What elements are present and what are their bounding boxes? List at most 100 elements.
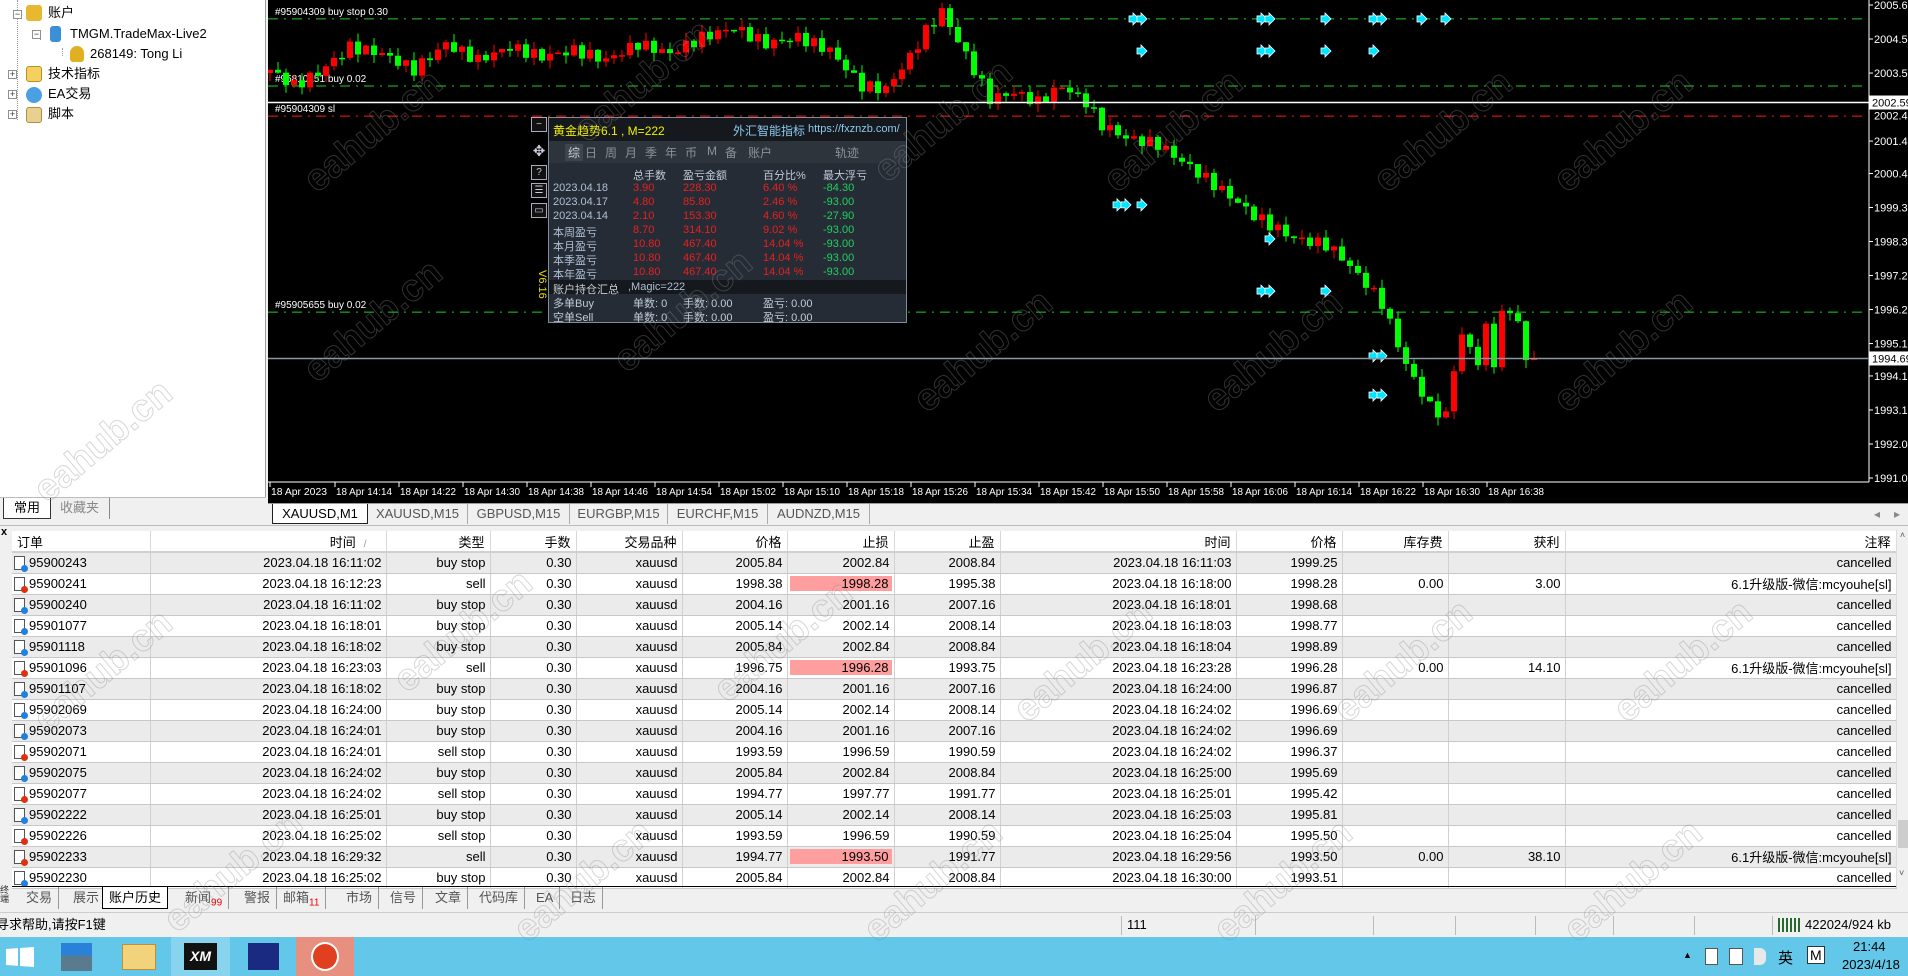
panel-tab[interactable]: 日: [585, 146, 598, 160]
action-center-icon[interactable]: [1705, 948, 1718, 965]
column-header[interactable]: 时间 /: [150, 531, 387, 553]
expand-toggle[interactable]: +: [8, 89, 17, 99]
collapse-toggle[interactable]: −: [32, 29, 41, 39]
panel-tab[interactable]: M: [707, 144, 717, 158]
column-header[interactable]: 止盈: [894, 531, 1001, 553]
column-header[interactable]: 手数: [490, 531, 577, 553]
ime-mode-indicator[interactable]: M: [1807, 946, 1825, 964]
tab-common[interactable]: 常用: [3, 498, 52, 519]
chart-tab[interactable]: XAUUSD,M1: [272, 504, 368, 524]
terminal-tab[interactable]: 文章: [429, 887, 469, 909]
restore-button[interactable]: ▭: [531, 203, 547, 218]
panel-tab[interactable]: 轨迹: [835, 146, 860, 160]
table-row[interactable]: 95900240 2023.04.18 16:11:02 buy stop 0.30 x…: [12, 594, 1897, 616]
panel-tab[interactable]: 备: [725, 146, 738, 160]
file-explorer-icon[interactable]: [122, 944, 156, 970]
xm-app-button[interactable]: XM: [171, 937, 230, 976]
active-app-button[interactable]: [296, 937, 354, 976]
table-row[interactable]: 95902226 2023.04.18 16:25:02 sell stop 0.30…: [12, 825, 1897, 847]
minimize-panel-button[interactable]: −: [531, 117, 547, 132]
column-header[interactable]: 获利: [1448, 531, 1566, 553]
panel-tab[interactable]: 年: [665, 146, 678, 160]
terminal-tab[interactable]: 警报: [238, 887, 278, 909]
tree-item-account[interactable]: 268149: Tong Li: [90, 46, 183, 61]
tab-favorites[interactable]: 收藏夹: [50, 498, 111, 519]
clock-time[interactable]: 21:44: [1853, 939, 1886, 954]
help-button[interactable]: ?: [531, 165, 547, 180]
table-row[interactable]: 95901096 2023.04.18 16:23:03 sell 0.30 xauus…: [12, 657, 1897, 679]
table-row[interactable]: 95900243 2023.04.18 16:11:02 buy stop 0.30 x…: [12, 552, 1897, 574]
chart-tab[interactable]: EURGBP,M15: [570, 504, 668, 524]
table-row[interactable]: 95900241 2023.04.18 16:12:23 sell 0.30 xauus…: [12, 573, 1897, 595]
table-row[interactable]: 95902071 2023.04.18 16:24:01 sell stop 0.30…: [12, 741, 1897, 763]
panel-tab[interactable]: 周: [605, 146, 618, 160]
column-header[interactable]: 类型: [386, 531, 491, 553]
table-row[interactable]: 95902069 2023.04.18 16:24:00 buy stop 0.30 x…: [12, 699, 1897, 721]
column-header[interactable]: 止损: [787, 531, 895, 553]
terminal-tab[interactable]: 邮箱11: [277, 887, 327, 909]
table-row[interactable]: 95902230 2023.04.18 16:25:02 buy stop 0.30 x…: [12, 867, 1897, 889]
tree-item-accounts[interactable]: 账户: [48, 5, 75, 20]
move-icon[interactable]: ✥: [532, 143, 546, 160]
table-scrollbar[interactable]: ˄ ˅: [1896, 530, 1908, 885]
panel-tab[interactable]: 月: [625, 146, 638, 160]
panel-url[interactable]: https://fxznzb.com/: [808, 123, 900, 135]
tree-item-server[interactable]: TMGM.TradeMax-Live2: [70, 26, 207, 41]
scroll-down-icon[interactable]: ˅: [1899, 868, 1905, 878]
terminal-tab[interactable]: 信号: [384, 887, 424, 909]
tree-item-ea[interactable]: EA交易: [48, 86, 92, 101]
collapse-toggle[interactable]: −: [13, 9, 22, 19]
panel-tab[interactable]: 币: [685, 146, 698, 160]
expand-toggle[interactable]: +: [8, 69, 17, 79]
terminal-tab[interactable]: 代码库: [473, 887, 526, 909]
tree-item-indicators[interactable]: 技术指标: [48, 66, 101, 81]
mt4-app-button[interactable]: [231, 937, 294, 976]
settings-button[interactable]: ☰: [531, 183, 547, 198]
close-terminal-icon[interactable]: x: [1, 526, 8, 538]
chart-tab[interactable]: GBPUSD,M15: [468, 504, 570, 524]
column-header[interactable]: 价格: [1236, 531, 1343, 553]
expand-toggle[interactable]: +: [8, 109, 17, 119]
start-button[interactable]: [6, 947, 34, 967]
scroll-thumb[interactable]: [1898, 820, 1908, 848]
panel-tab[interactable]: 综: [565, 144, 584, 161]
column-header[interactable]: 时间: [1000, 531, 1237, 553]
chart-tab[interactable]: XAUUSD,M15: [368, 504, 468, 524]
table-row[interactable]: 95901077 2023.04.18 16:18:01 buy stop 0.30 x…: [12, 615, 1897, 637]
status-traffic[interactable]: 422024/924 kb: [1805, 917, 1892, 932]
panel-tab[interactable]: 季: [645, 146, 658, 160]
table-row[interactable]: 95901118 2023.04.18 16:18:02 buy stop 0.30 x…: [12, 636, 1897, 658]
volume-icon[interactable]: [1754, 948, 1766, 965]
terminal-tab[interactable]: 日志: [564, 887, 604, 909]
show-hidden-icons[interactable]: ▲: [1683, 950, 1692, 960]
table-row[interactable]: 95902075 2023.04.18 16:24:02 buy stop 0.30 x…: [12, 762, 1897, 784]
table-row[interactable]: 95902233 2023.04.18 16:29:32 sell 0.30 xauus…: [12, 846, 1897, 868]
clock-date[interactable]: 2023/4/18: [1842, 957, 1900, 972]
chart-tab[interactable]: EURCHF,M15: [668, 504, 768, 524]
panel-tab[interactable]: 账户: [748, 146, 773, 160]
terminal-tab[interactable]: EA: [530, 887, 561, 909]
chart-canvas[interactable]: 2005.60 2004.55 2003.50 2002.45 2001.40 2000.…: [267, 0, 1908, 503]
table-row[interactable]: 95902073 2023.04.18 16:24:01 buy stop 0.30 x…: [12, 720, 1897, 742]
terminal-tab[interactable]: 交易: [20, 887, 60, 909]
column-header[interactable]: 价格: [682, 531, 788, 553]
column-header[interactable]: 注释: [1565, 531, 1897, 553]
chart-tab[interactable]: AUDNZD,M15: [768, 504, 870, 524]
scroll-right-icon[interactable]: ▸: [1893, 507, 1900, 521]
scroll-left-icon[interactable]: ◂: [1873, 507, 1880, 521]
column-header[interactable]: 订单: [12, 531, 151, 553]
tree-item-scripts[interactable]: 脚本: [48, 106, 75, 121]
terminal-tab[interactable]: 展示: [67, 887, 107, 909]
terminal-tab[interactable]: 新闻99: [179, 887, 230, 909]
column-header[interactable]: 交易品种: [576, 531, 683, 553]
ime-indicator[interactable]: 英: [1778, 950, 1794, 967]
server-manager-icon[interactable]: [61, 943, 92, 971]
column-header[interactable]: 库存费: [1342, 531, 1449, 553]
table-row[interactable]: 95901107 2023.04.18 16:18:02 buy stop 0.30 x…: [12, 678, 1897, 700]
terminal-tab[interactable]: 账户历史: [102, 887, 169, 909]
table-row[interactable]: 95902077 2023.04.18 16:24:02 sell stop 0.30…: [12, 783, 1897, 805]
price-chart[interactable]: 2005.60 2004.55 2003.50 2002.45 2001.40 2000.…: [267, 0, 1908, 503]
terminal-tab[interactable]: 市场: [340, 887, 380, 909]
network-icon[interactable]: [1729, 948, 1743, 965]
scroll-up-icon[interactable]: ˄: [1899, 530, 1906, 540]
